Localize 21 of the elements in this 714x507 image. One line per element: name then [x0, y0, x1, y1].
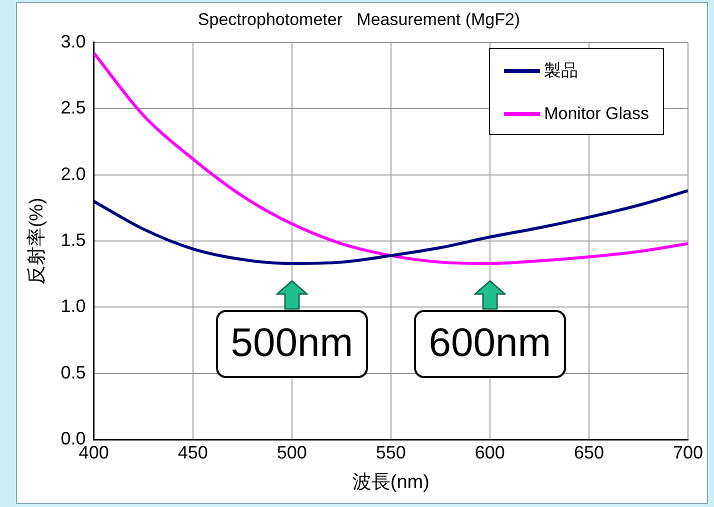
line-series: [94, 51, 688, 266]
x-axis-title: 波長(nm): [352, 472, 430, 493]
x-tick-label: 650: [574, 442, 604, 462]
y-tick-label: 3.0: [60, 31, 86, 52]
x-tick-label: 550: [376, 442, 406, 462]
x-tick-label: 700: [672, 442, 704, 462]
y-tick-label: 1.0: [60, 296, 86, 316]
x-tick-label: 450: [178, 442, 208, 462]
y-tick-label: 0.5: [60, 362, 86, 382]
y-axis-title: 反射率(%): [26, 198, 48, 284]
y-tick-label: 2.5: [60, 98, 86, 118]
line-series: [94, 189, 688, 266]
chart-title: Spectrophotometer Measurement (MgF2): [198, 10, 520, 29]
legend-label: Monitor Glass: [544, 104, 649, 124]
annotation: 500nm: [230, 321, 354, 366]
x-tick-label: 500: [276, 442, 307, 462]
legend-label: 製品: [544, 60, 578, 82]
x-tick-label: 600: [474, 442, 505, 462]
y-tick-label: 2.0: [60, 164, 86, 184]
y-tick-label: 1.5: [60, 230, 86, 250]
annotation: 600nm: [428, 321, 552, 366]
